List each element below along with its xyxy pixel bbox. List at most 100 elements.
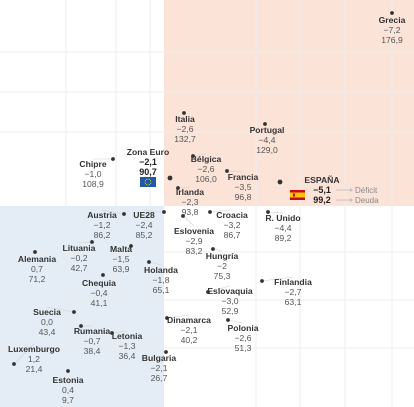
point-luxemburgo (12, 362, 16, 366)
leader-line-belgica (192, 153, 207, 157)
label-debt-ue28: 85,2 (136, 230, 153, 240)
point-rumania (79, 324, 83, 328)
label-deficit-lituania: −0,2 (71, 253, 88, 263)
label-name-rumania: Rumania (74, 326, 111, 336)
label-name-espana: ESPAÑA (304, 175, 339, 185)
labels-layer: Grecia−7,2176,9Italia−2,6132,7Portugal−4… (8, 15, 406, 405)
label-name-alemania: Alemania (18, 254, 56, 264)
legend-debt: Deuda (355, 196, 379, 205)
point-polonia (226, 318, 230, 322)
leader-line-lituania (78, 241, 93, 244)
high-debt-quadrant (164, 0, 414, 206)
label-deficit-suecia: 0,0 (41, 317, 53, 327)
label-name-chipre: Chipre (79, 159, 106, 169)
label-name-croacia: Croacia (216, 210, 248, 220)
label-debt-hungria: 75,3 (214, 271, 231, 281)
label-debt-chequia: 41,1 (91, 298, 108, 308)
leader-line-eslovenia (182, 215, 195, 227)
label-name-polonia: Polonia (227, 323, 258, 333)
label-deficit-grecia: −7,2 (384, 25, 401, 35)
point-chequia (101, 273, 105, 277)
label-deficit-italia: −2,6 (177, 124, 194, 134)
point-letonia (110, 331, 114, 335)
label-debt-croacia: 86,7 (224, 230, 241, 240)
point-estonia (66, 369, 70, 373)
label-debt-italia: 132,7 (174, 134, 196, 144)
spain-flag-icon (290, 190, 305, 200)
label-name-hungria: Hungría (206, 251, 239, 261)
label-debt-r-unido: 89,2 (275, 233, 292, 243)
label-deficit-espana: −5,1 (313, 185, 331, 195)
point-dinamarca (165, 316, 169, 320)
leader-line-finlandia (261, 276, 294, 282)
label-debt-polonia: 51,3 (235, 343, 252, 353)
label-deficit-dinamarca: −2,1 (181, 325, 198, 335)
point-malta (129, 244, 133, 248)
label-deficit-bulgaria: −2,1 (151, 363, 168, 373)
leader-line-luxemburgo (13, 343, 35, 365)
point-eslovaquia (206, 290, 210, 294)
label-name-eslovenia: Eslovenia (174, 226, 214, 236)
point-espana (277, 179, 283, 185)
label-deficit-irlanda: −2,3 (182, 197, 199, 207)
point-zona-euro (167, 175, 173, 181)
label-name-irlanda: Irlanda (176, 187, 204, 197)
label-name-holanda: Holanda (144, 265, 178, 275)
label-deficit-polonia: −2,6 (235, 333, 252, 343)
point-chipre (111, 157, 115, 161)
label-deficit-belgica: −2,6 (198, 164, 215, 174)
point-eslovenia (181, 214, 185, 218)
label-debt-eslovenia: 83,2 (186, 246, 203, 256)
label-debt-rumania: 38,4 (84, 346, 101, 356)
label-debt-suecia: 43,4 (39, 327, 56, 337)
label-deficit-r-unido: −4,4 (275, 223, 292, 233)
label-debt-luxemburgo: 21,4 (26, 364, 43, 374)
label-deficit-chequia: −0,4 (91, 288, 108, 298)
label-name-ue28: UE28 (133, 210, 155, 220)
point-finlandia (260, 279, 264, 283)
label-deficit-holanda: −1,8 (153, 275, 170, 285)
label-debt-alemania: 71,2 (29, 274, 46, 284)
label-debt-bulgaria: 26,7 (151, 373, 168, 383)
point-bulgaria (164, 350, 168, 354)
label-name-r-unido: R. Unido (265, 213, 300, 223)
leader-line-irlanda (177, 186, 191, 189)
label-debt-espana: 99,2 (313, 195, 331, 205)
label-name-austria: Austria (87, 210, 117, 220)
leader-line-dinamarca (166, 314, 190, 319)
label-deficit-croacia: −3,2 (224, 220, 241, 230)
label-deficit-luxemburgo: 1,2 (28, 354, 40, 364)
leader-line-ue28 (143, 209, 165, 213)
leader-line-croacia (209, 209, 233, 213)
leader-line-polonia (227, 319, 244, 324)
leader-line-letonia (111, 330, 128, 334)
label-deficit-rumania: −0,7 (84, 336, 101, 346)
label-debt-austria: 86,2 (94, 230, 111, 240)
label-deficit-letonia: −1,3 (119, 341, 136, 351)
label-debt-finlandia: 63,1 (285, 297, 302, 307)
label-deficit-eslovenia: −2,9 (186, 236, 203, 246)
leader-line-austria (101, 209, 125, 215)
leader-line-suecia (46, 306, 75, 313)
leader-line-francia (226, 170, 244, 173)
label-name-portugal: Portugal (250, 125, 285, 135)
label-deficit-malta: −1,5 (113, 254, 130, 264)
leader-lines (13, 153, 294, 365)
label-name-belgica: Bélgica (191, 154, 222, 164)
label-deficit-ue28: −2,4 (136, 220, 153, 230)
label-name-luxemburgo: Luxemburgo (8, 344, 60, 354)
label-name-chequia: Chequia (82, 278, 116, 288)
label-name-estonia: Estonia (52, 375, 83, 385)
label-debt-irlanda: 93,8 (182, 207, 199, 217)
label-deficit-zona-euro: −2,1 (139, 157, 157, 167)
point-lituania (90, 240, 94, 244)
label-debt-zona-euro: 90,7 (139, 167, 157, 177)
point-r-unido (266, 210, 270, 214)
point-austria (122, 212, 126, 216)
label-deficit-francia: −3,5 (235, 182, 252, 192)
label-debt-lituania: 42,7 (71, 263, 88, 273)
